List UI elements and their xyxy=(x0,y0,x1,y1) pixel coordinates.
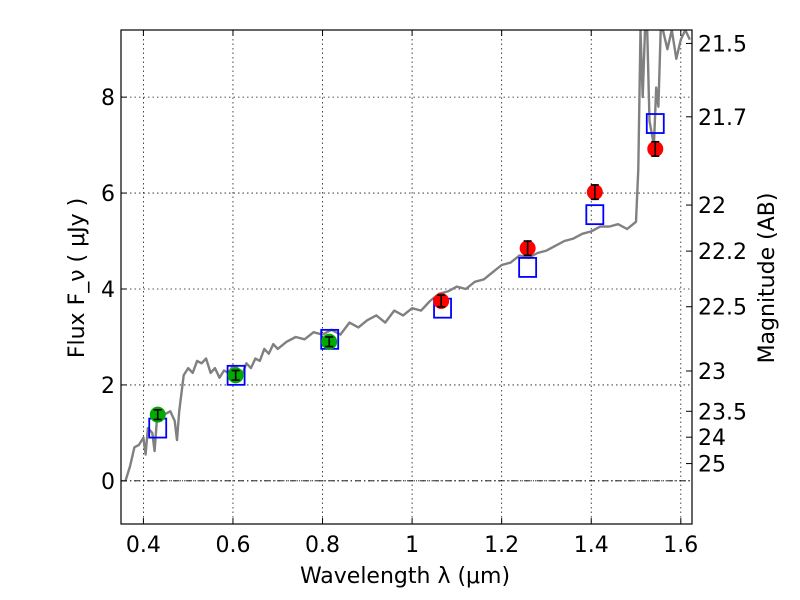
x-tick-label: 0.8 xyxy=(305,533,340,558)
plot-area xyxy=(124,30,691,482)
model-sed-line xyxy=(124,30,691,482)
x-tick-label: 1 xyxy=(405,533,419,558)
model-photometry-square xyxy=(518,257,538,278)
x-axis-label: Wavelength λ (μm) xyxy=(300,564,510,589)
y2-tick-label: 22 xyxy=(698,194,726,219)
x-tick-label: 0.6 xyxy=(215,533,250,558)
y2-tick-label: 21.5 xyxy=(698,32,747,57)
y2-tick-label: 25 xyxy=(698,453,726,478)
y-tick-label: 2 xyxy=(101,374,115,399)
y2-tick-label: 23.5 xyxy=(698,400,747,425)
x-tick-label: 1.2 xyxy=(484,533,519,558)
y2-tick-label: 21.7 xyxy=(698,106,747,131)
y2-tick-label: 22.2 xyxy=(698,240,747,265)
y2-axis-label: Magnitude (AB) xyxy=(755,193,780,364)
y-tick-label: 8 xyxy=(101,86,115,111)
clipped-plot xyxy=(124,30,691,482)
ticks: 0.4 0.6 0.8 1 1.2 1.4 1.60246821.521.72222.222… xyxy=(101,30,747,558)
y2-tick-label: 23 xyxy=(698,360,726,385)
x-tick-label: 1.6 xyxy=(663,533,698,558)
y2-tick-label: 24 xyxy=(698,426,726,451)
y-tick-label: 0 xyxy=(101,470,115,495)
y-axis-label: Flux F_ν ( μJy ) xyxy=(65,198,90,358)
y-tick-label: 4 xyxy=(101,278,115,303)
plot-frame xyxy=(120,29,693,525)
y-tick-label: 6 xyxy=(101,182,115,207)
x-tick-label: 0.4 xyxy=(126,533,161,558)
grid xyxy=(121,30,692,524)
model-photometry-square xyxy=(645,113,665,134)
x-tick-label: 1.4 xyxy=(574,533,609,558)
model-photometry-square xyxy=(585,204,605,226)
y2-tick-label: 22.5 xyxy=(698,296,747,321)
model-photometry-square xyxy=(226,364,246,386)
